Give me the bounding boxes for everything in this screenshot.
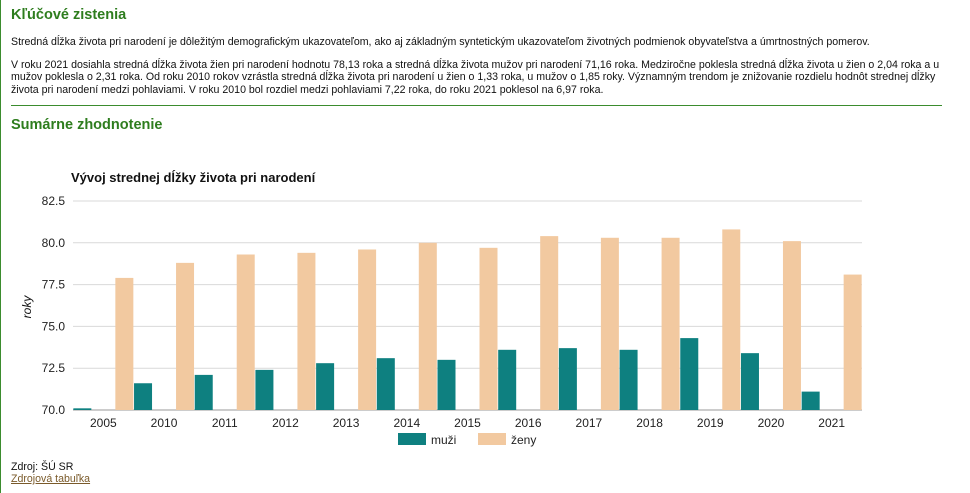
bar-ženy-2011	[236, 254, 255, 410]
y-tick-label: 77.5	[42, 278, 66, 292]
bar-ženy-2020	[782, 241, 801, 410]
bar-ženy-2021	[843, 274, 862, 410]
bar-ženy-2013	[358, 249, 377, 410]
life-expectancy-chart: Vývoj strednej dĺžky života pri narodení…	[20, 170, 862, 447]
bar-muži-2020	[740, 353, 759, 410]
intro-paragraph: Stredná dĺžka života pri narodení je dôl…	[11, 36, 870, 48]
bar-ženy-2017	[600, 237, 619, 410]
bar-muži-2017	[558, 348, 577, 410]
bar-ženy-2005	[115, 277, 134, 410]
x-tick-label: 2015	[454, 416, 481, 430]
x-tick-label: 2018	[636, 416, 663, 430]
y-tick-label: 80.0	[42, 236, 66, 250]
x-tick-label: 2011	[212, 416, 238, 430]
bar-ženy-2016	[540, 236, 559, 410]
legend: muži ženy	[398, 433, 536, 447]
bar-ženy-2018	[661, 237, 680, 410]
legend-swatch-ženy	[478, 433, 506, 445]
legend-swatch-muži	[398, 433, 426, 445]
bar-muži-2005	[73, 408, 92, 410]
legend-label: ženy	[511, 433, 536, 447]
bar-ženy-2019	[722, 229, 741, 410]
bar-muži-2016	[498, 349, 517, 410]
x-tick-label: 2016	[515, 416, 542, 430]
findings-paragraph: V roku 2021 dosiahla stredná dĺžka život…	[11, 59, 940, 96]
x-tick-label: 2020	[758, 416, 785, 430]
summary-heading: Sumárne zhodnotenie	[11, 117, 163, 133]
bar-muži-2012	[255, 369, 274, 410]
bar-ženy-2014	[418, 242, 437, 410]
y-axis-label: roky	[20, 295, 34, 319]
bar-muži-2015	[437, 359, 456, 410]
x-tick-label: 2013	[333, 416, 360, 430]
legend-label: muži	[431, 433, 456, 447]
y-tick-label: 72.5	[42, 361, 66, 375]
axis-labels: 70.0 72.5 75.0 77.5 80.0 82.5 2005 2010 2011 2012…	[42, 194, 846, 430]
x-tick-label: 2021	[818, 416, 845, 430]
y-tick-label: 70.0	[42, 403, 66, 417]
source-table-link[interactable]: Zdrojová tabuľka	[11, 473, 91, 485]
key-findings-heading: Kľúčové zistenia	[11, 7, 127, 23]
x-tick-label: 2014	[393, 416, 420, 430]
x-tick-label: 2005	[90, 416, 117, 430]
x-tick-label: 2012	[272, 416, 299, 430]
y-tick-label: 75.0	[42, 319, 66, 333]
bar-muži-2018	[619, 349, 638, 410]
section-divider	[11, 105, 942, 106]
bar-ženy-2015	[479, 247, 498, 410]
x-tick-label: 2019	[697, 416, 724, 430]
bar-muži-2021	[801, 391, 820, 410]
source-label: Zdroj: ŠÚ SR	[11, 461, 74, 473]
x-tick-label: 2010	[151, 416, 178, 430]
bar-muži-2019	[680, 338, 699, 410]
bar-muži-2014	[376, 358, 395, 410]
bar-muži-2010	[134, 383, 153, 410]
bar-muži-2013	[316, 363, 335, 410]
chart-title: Vývoj strednej dĺžky života pri narodení	[71, 170, 316, 185]
bar-ženy-2012	[297, 252, 316, 410]
y-tick-label: 82.5	[42, 194, 66, 208]
x-tick-label: 2017	[576, 416, 603, 430]
bar-ženy-2010	[176, 262, 195, 410]
bars	[73, 229, 862, 410]
bar-muži-2011	[194, 374, 213, 410]
